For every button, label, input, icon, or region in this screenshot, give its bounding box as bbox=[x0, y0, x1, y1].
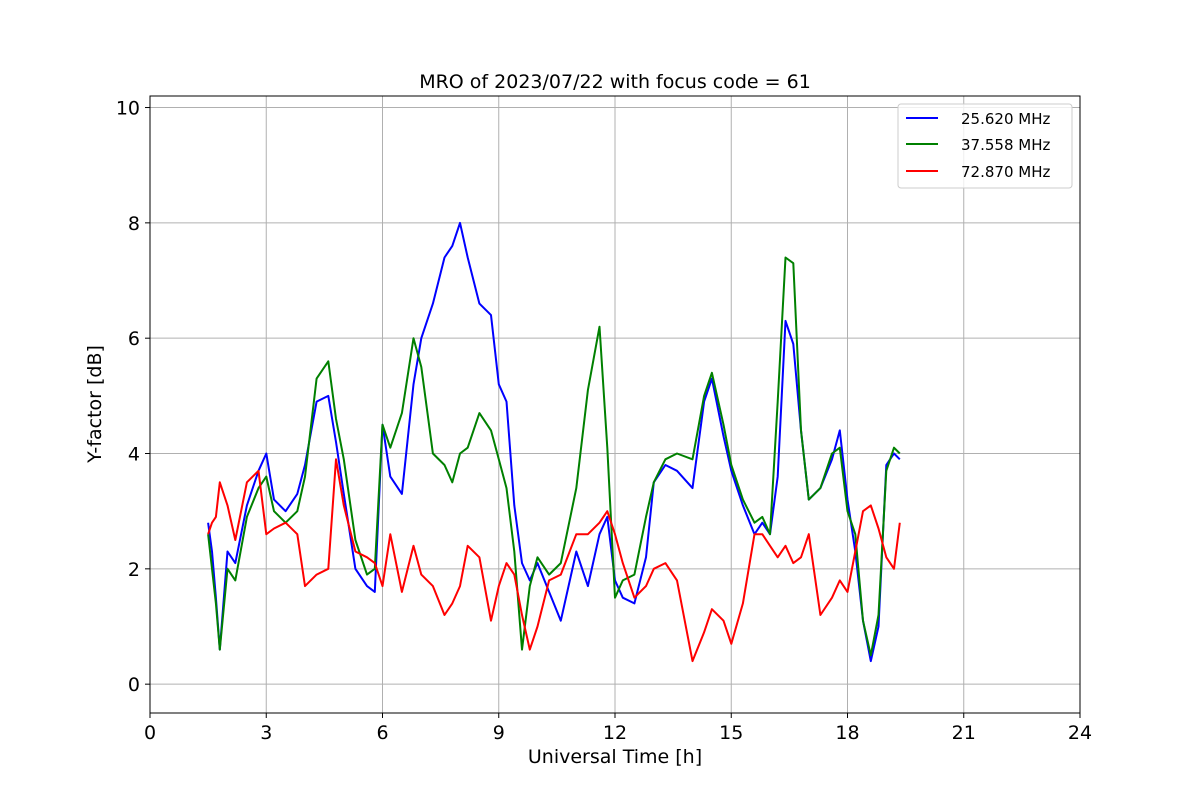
x-tick-label: 24 bbox=[1068, 722, 1092, 744]
x-tick-label: 0 bbox=[144, 722, 156, 744]
y-tick-label: 8 bbox=[128, 213, 140, 235]
x-tick-label: 21 bbox=[952, 722, 976, 744]
y-axis-label: Y-factor [dB] bbox=[84, 345, 106, 464]
x-tick-label: 9 bbox=[493, 722, 505, 744]
x-tick-label: 15 bbox=[719, 722, 743, 744]
legend-label-72-870: 72.870 MHz bbox=[961, 163, 1050, 181]
x-axis-label: Universal Time [h] bbox=[528, 746, 702, 768]
y-tick-label: 2 bbox=[128, 559, 140, 581]
legend-label-25-620: 25.620 MHz bbox=[961, 110, 1050, 128]
series-line-37-558 bbox=[207, 256, 901, 657]
y-tick-label: 6 bbox=[128, 328, 140, 350]
legend-box bbox=[897, 103, 1073, 189]
x-tick-label: 12 bbox=[603, 722, 627, 744]
legend: 25.620 MHz 37.558 MHz 72.870 MHz bbox=[897, 103, 1073, 189]
y-tick-label: 4 bbox=[128, 444, 140, 466]
x-tick-label: 6 bbox=[376, 722, 388, 744]
x-tick-label: 18 bbox=[835, 722, 859, 744]
y-tick-label: 0 bbox=[128, 674, 140, 696]
legend-label-37-558: 37.558 MHz bbox=[961, 136, 1050, 154]
chart-title: MRO of 2023/07/22 with focus code = 61 bbox=[419, 71, 811, 93]
y-tick-label: 10 bbox=[116, 98, 140, 120]
x-tick-label: 3 bbox=[260, 722, 272, 744]
series-line-72-870 bbox=[207, 458, 901, 663]
series-layer bbox=[207, 221, 901, 663]
